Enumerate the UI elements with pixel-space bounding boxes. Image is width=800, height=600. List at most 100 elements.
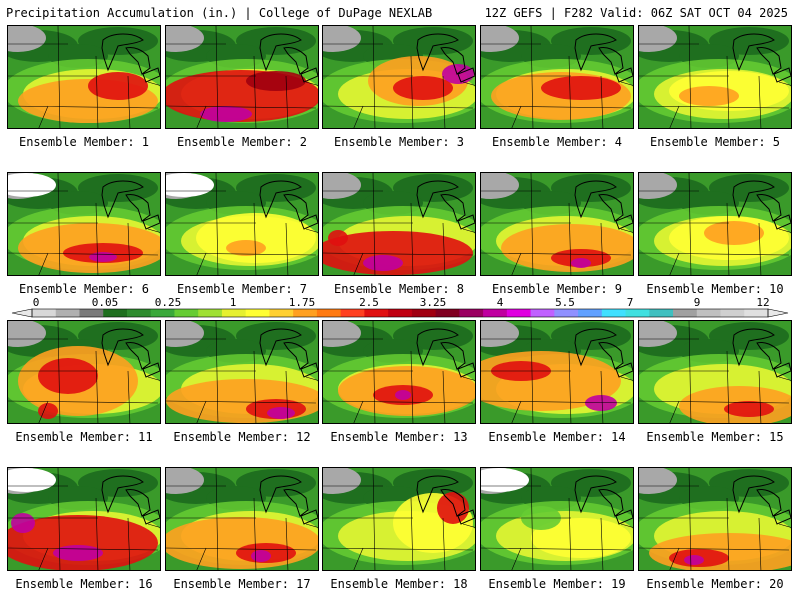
colorbar-tick-label: 9 (693, 296, 701, 309)
ensemble-map-panel (322, 172, 476, 276)
precip-map (639, 468, 791, 570)
ensemble-member-label: Ensemble Member: 18 (330, 577, 468, 591)
colorbar-swatch (744, 309, 769, 317)
colorbar-swatch (554, 309, 579, 317)
colorbar-swatch (435, 309, 460, 317)
colorbar-swatch (459, 309, 484, 317)
precip-map (481, 468, 633, 570)
valid-time: 12Z GEFS | F282 Valid: 06Z SAT OCT 04 20… (484, 6, 788, 20)
colorbar-left-arrow (11, 308, 33, 318)
ensemble-member-label: Ensemble Member: 7 (176, 282, 308, 296)
ensemble-member-label: Ensemble Member: 17 (173, 577, 311, 591)
colorbar-swatch (388, 309, 413, 317)
ensemble-member-label: Ensemble Member: 13 (330, 430, 468, 444)
ensemble-member-label: Ensemble Member: 6 (18, 282, 150, 296)
precip-map (8, 321, 160, 423)
ensemble-member-label: Ensemble Member: 11 (15, 430, 153, 444)
colorbar-swatch (150, 309, 175, 317)
ensemble-map-panel (638, 320, 792, 424)
precip-map (8, 173, 160, 275)
colorbar-tick-label: 2.5 (359, 296, 379, 309)
ensemble-member-label: Ensemble Member: 14 (488, 430, 626, 444)
ensemble-map-panel (165, 467, 319, 571)
precip-map (639, 321, 791, 423)
ensemble-map-panel (638, 467, 792, 571)
ensemble-member-label: Ensemble Member: 15 (646, 430, 784, 444)
ensemble-member-label: Ensemble Member: 16 (15, 577, 153, 591)
precip-map (8, 468, 160, 570)
ensemble-member-label: Ensemble Member: 2 (176, 135, 308, 149)
precip-map (639, 26, 791, 128)
colorbar-swatch (293, 309, 318, 317)
colorbar-right-arrow (767, 308, 789, 318)
colorbar-tick-label: 7 (626, 296, 634, 309)
ensemble-map-panel (7, 172, 161, 276)
ensemble-map-panel (480, 25, 634, 129)
precip-map (166, 321, 318, 423)
colorbar-swatch (411, 309, 437, 317)
precip-map (166, 468, 318, 570)
ensemble-map-panel (638, 25, 792, 129)
precip-map (639, 173, 791, 275)
colorbar-tick-label: 0.25 (154, 296, 182, 309)
colorbar-swatch (649, 309, 674, 317)
precipitation-colorbar (11, 308, 789, 318)
colorbar-swatch (79, 309, 104, 317)
colorbar-swatch (269, 309, 294, 317)
colorbar-swatch (316, 309, 342, 317)
precip-map (481, 26, 633, 128)
colorbar-tick-label: 1.75 (288, 296, 316, 309)
colorbar-swatch (530, 309, 555, 317)
product-title: Precipitation Accumulation (in.) | Colle… (6, 6, 433, 20)
ensemble-member-label: Ensemble Member: 4 (491, 135, 623, 149)
colorbar-tick-label: 12 (756, 296, 770, 309)
colorbar-tick-label: 5.5 (555, 296, 575, 309)
ensemble-member-label: Ensemble Member: 1 (18, 135, 150, 149)
ensemble-map-panel (165, 320, 319, 424)
ensemble-map-panel (480, 467, 634, 571)
ensemble-member-label: Ensemble Member: 20 (646, 577, 784, 591)
ensemble-member-label: Ensemble Member: 8 (333, 282, 465, 296)
precip-map (481, 321, 633, 423)
precip-map (166, 26, 318, 128)
ensemble-map-panel (7, 467, 161, 571)
colorbar-swatch (364, 309, 389, 317)
colorbar-swatch (126, 309, 152, 317)
colorbar-swatch (578, 309, 603, 317)
ensemble-member-label: Ensemble Member: 5 (649, 135, 781, 149)
ensemble-member-label: Ensemble Member: 19 (488, 577, 626, 591)
colorbar-swatch (673, 309, 698, 317)
ensemble-map-panel (165, 172, 319, 276)
colorbar-swatch (483, 309, 508, 317)
colorbar-swatch (174, 309, 199, 317)
ensemble-member-label: Ensemble Member: 3 (333, 135, 465, 149)
ensemble-map-panel (7, 320, 161, 424)
precip-map (481, 173, 633, 275)
colorbar-tick-label: 3.25 (419, 296, 447, 309)
precip-map (323, 26, 475, 128)
colorbar-swatch (221, 309, 247, 317)
precip-map (323, 173, 475, 275)
precip-map (323, 468, 475, 570)
colorbar-swatch (198, 309, 223, 317)
colorbar-tick-label: 4 (496, 296, 504, 309)
colorbar-swatch (601, 309, 627, 317)
ensemble-map-panel (322, 320, 476, 424)
precip-map (8, 26, 160, 128)
ensemble-map-panel (7, 25, 161, 129)
colorbar-tick-label: 0 (32, 296, 40, 309)
colorbar-swatch (506, 309, 532, 317)
colorbar-tick-label: 1 (229, 296, 237, 309)
ensemble-member-label: Ensemble Member: 12 (173, 430, 311, 444)
colorbar-swatch (55, 309, 80, 317)
colorbar-swatch (696, 309, 722, 317)
ensemble-map-panel (638, 172, 792, 276)
colorbar-swatch (625, 309, 650, 317)
precip-map (323, 321, 475, 423)
colorbar-swatch (103, 309, 128, 317)
ensemble-map-panel (322, 467, 476, 571)
ensemble-member-label: Ensemble Member: 9 (491, 282, 623, 296)
colorbar-swatch (720, 309, 745, 317)
precip-map (166, 173, 318, 275)
ensemble-map-panel (480, 320, 634, 424)
